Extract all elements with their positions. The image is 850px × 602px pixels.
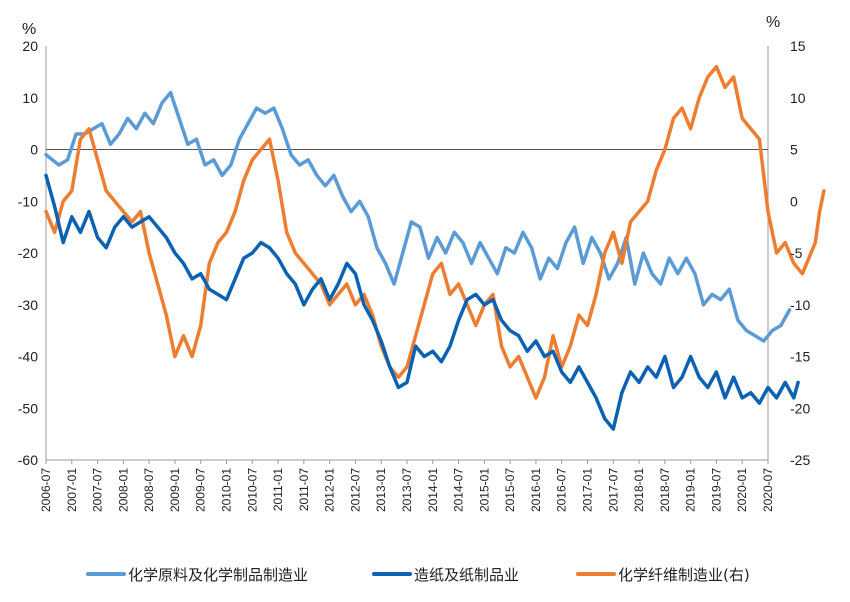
left-tick-label: -40 [18,349,38,365]
x-tick-label: 2008-07 [142,468,156,512]
x-tick-label: 2014-07 [452,468,466,512]
right-tick-label: -10 [790,297,810,313]
series-line-0 [44,90,792,343]
x-tick-label: 2012-01 [323,468,337,512]
x-tick-label: 2008-01 [116,468,130,512]
x-tick-label: 2006-07 [39,468,53,512]
left-tick-label: -50 [18,400,38,416]
x-axis-ticks: 2006-07 2007-01 2007-07 2008-01 2008-07 2009-… [39,460,775,512]
series-line-1 [44,173,800,431]
right-axis-unit: % [766,14,780,31]
legend: 化学原料及化学制品制造业 造纸及纸制品业 化学纤维制造业(右) [86,566,750,584]
x-tick-label: 2016-01 [529,468,543,512]
x-tick-label: 2011-01 [271,468,285,511]
x-tick-label: 2013-01 [374,468,388,512]
x-tick-label: 2013-07 [400,468,414,512]
x-tick-label: 2018-07 [658,468,672,512]
x-tick-label: 2010-07 [245,468,259,512]
x-tick-label: 2017-07 [606,468,620,512]
right-tick-label: 10 [790,90,806,106]
x-tick-label: 2011-07 [297,468,311,511]
x-tick-label: 2017-01 [581,468,595,512]
x-tick-label: 2019-01 [684,468,698,512]
x-tick-label: 2020-07 [761,468,775,512]
x-tick-label: 2016-07 [555,468,569,512]
right-tick-label: 0 [790,193,798,209]
right-tick-label: -15 [790,349,810,365]
left-tick-label: -10 [18,193,38,209]
right-tick-label: -5 [790,245,803,261]
legend-label-chemical-raw: 化学原料及化学制品制造业 [128,566,308,584]
left-tick-label: -60 [18,452,38,468]
right-tick-label: 5 [790,142,798,158]
left-tick-label: 20 [22,38,38,54]
left-axis-ticks: 20 10 0 -10 -20 -30 -40 -50 -60 [18,38,38,468]
x-tick-label: 2015-01 [477,468,491,512]
right-tick-label: -20 [790,400,810,416]
x-tick-label: 2009-01 [168,468,182,512]
x-tick-label: 2015-07 [503,468,517,512]
x-tick-label: 2007-07 [91,468,105,512]
legend-label-paper: 造纸及纸制品业 [414,566,519,584]
left-tick-label: -30 [18,297,38,313]
left-tick-label: 0 [30,142,38,158]
right-tick-label: -25 [790,452,810,468]
left-tick-label: -20 [18,245,38,261]
x-tick-label: 2014-01 [426,468,440,512]
x-tick-label: 2020-01 [735,468,749,512]
right-axis-ticks: 15 10 5 0 -5 -10 -15 -20 -25 [790,38,810,468]
legend-label-fiber: 化学纤维制造业(右) [618,566,750,584]
chart-frame [45,46,769,461]
x-tick-label: 2018-01 [632,468,646,512]
right-tick-label: 15 [790,38,806,54]
series-line-2 [44,64,826,400]
series-layer [44,64,826,431]
x-tick-label: 2009-07 [194,468,208,512]
x-tick-label: 2019-07 [709,468,723,512]
left-tick-label: 10 [22,90,38,106]
x-tick-label: 2012-07 [348,468,362,512]
left-axis-unit: % [22,21,36,38]
x-tick-label: 2010-01 [220,468,234,512]
x-tick-label: 2007-01 [65,468,79,512]
